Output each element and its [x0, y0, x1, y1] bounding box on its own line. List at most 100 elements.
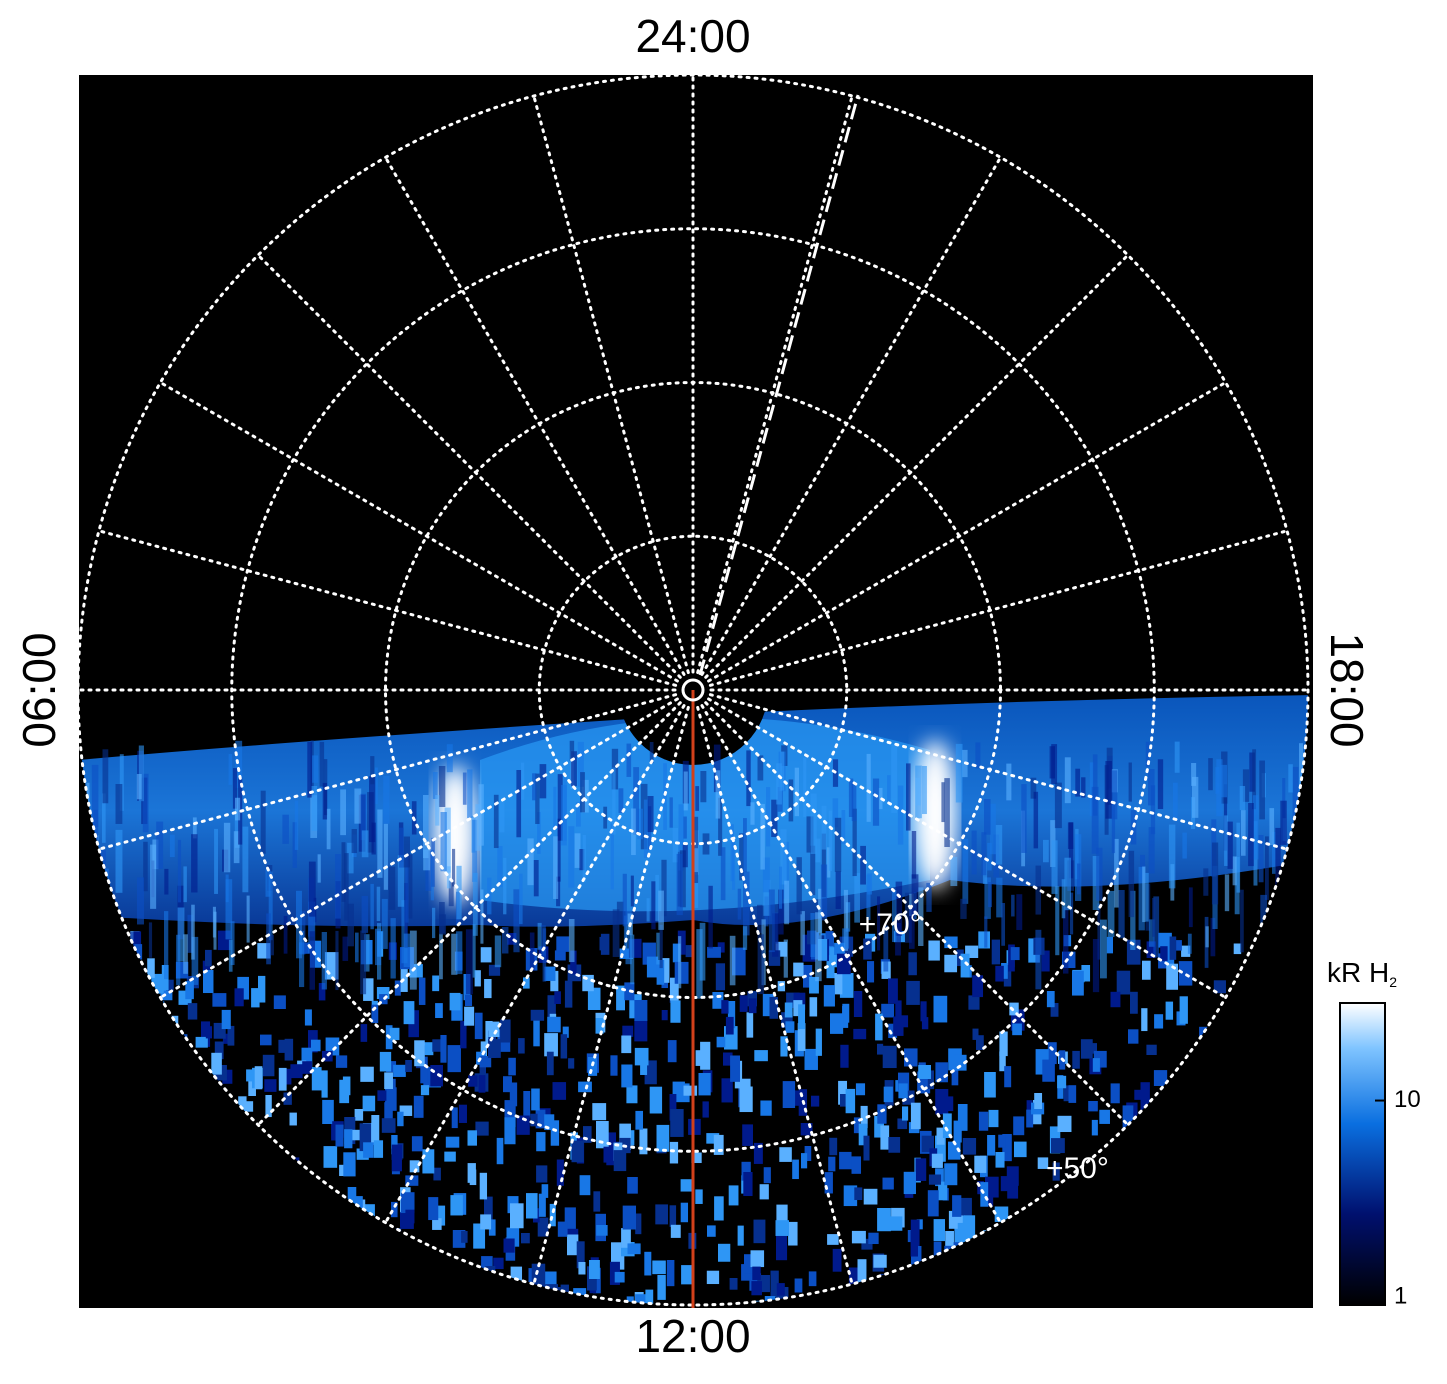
emission-pixel	[1012, 1023, 1022, 1036]
emission-pixel	[935, 1062, 948, 1083]
emission-pixel	[222, 1069, 233, 1084]
emission-pixel	[480, 1041, 487, 1059]
emission-pixel	[570, 950, 577, 975]
emission-pixel	[757, 904, 763, 934]
emission-pixel	[698, 1073, 711, 1096]
emission-pixel	[730, 824, 734, 882]
emission-pixel	[832, 1248, 842, 1272]
emission-pixel	[759, 1184, 769, 1200]
emission-pixel	[554, 950, 566, 961]
emission-pixel	[951, 1069, 959, 1086]
emission-pixel	[863, 1188, 878, 1205]
emission-pixel	[156, 821, 164, 869]
emission-pixel	[351, 829, 357, 854]
emission-pixel	[644, 1060, 657, 1085]
emission-pixel	[809, 997, 818, 1017]
emission-pixel	[906, 980, 920, 1005]
emission-pixel	[576, 802, 581, 827]
emission-pixel	[510, 1203, 524, 1229]
emission-pixel	[449, 992, 461, 1011]
emission-pixel	[1153, 896, 1160, 958]
emission-pixel	[289, 1112, 297, 1126]
emission-pixel	[214, 1041, 224, 1060]
emission-pixel	[852, 808, 857, 877]
emission-pixel	[699, 922, 706, 981]
emission-pixel	[972, 975, 984, 998]
emission-pixel	[432, 1218, 442, 1230]
emission-pixel	[1035, 865, 1042, 915]
emission-pixel	[612, 909, 620, 957]
emission-pixel	[414, 1040, 425, 1067]
emission-pixel	[223, 822, 231, 873]
meridian-line	[704, 253, 1130, 679]
emission-pixel	[968, 995, 980, 1010]
emission-pixel	[1092, 856, 1100, 910]
emission-pixel	[510, 1266, 523, 1288]
emission-pixel	[335, 854, 341, 919]
emission-pixel	[820, 864, 828, 921]
emission-pixel	[739, 833, 744, 881]
emission-pixel	[612, 767, 616, 835]
emission-pixel	[657, 1275, 666, 1300]
emission-pixel	[1097, 903, 1101, 960]
emission-pixel	[783, 939, 788, 978]
emission-pixel	[772, 1308, 779, 1324]
emission-pixel	[627, 1177, 638, 1194]
meridian-line	[158, 697, 679, 999]
emission-pixel	[461, 1231, 468, 1243]
emission-pixel	[301, 1047, 313, 1074]
emission-pixel	[425, 850, 432, 891]
emission-pixel	[1057, 1115, 1072, 1133]
emission-pixel	[403, 933, 411, 967]
emission-pixel	[472, 819, 478, 882]
emission-pixel	[775, 1220, 789, 1236]
emission-pixel	[580, 772, 585, 813]
emission-pixel	[431, 837, 435, 887]
emission-pixel	[230, 921, 235, 966]
emission-pixel	[680, 1179, 693, 1192]
emission-pixel	[342, 1076, 351, 1096]
emission-pixel	[988, 882, 992, 908]
emission-pixel	[283, 915, 288, 954]
emission-pixel	[635, 1213, 642, 1235]
emission-pixel	[502, 927, 509, 954]
emission-pixel	[728, 1185, 739, 1206]
emission-pixel	[683, 771, 688, 811]
emission-pixel	[960, 898, 967, 919]
emission-pixel	[445, 1136, 460, 1148]
emission-pixel	[803, 965, 813, 988]
emission-pixel	[1063, 907, 1069, 974]
emission-pixel	[1011, 894, 1015, 917]
emission-pixel	[428, 1197, 439, 1221]
emission-pixel	[888, 978, 898, 1004]
emission-pixel	[1014, 1141, 1027, 1158]
emission-pixel	[260, 790, 266, 854]
emission-pixel	[360, 1066, 374, 1082]
emission-pixel	[1052, 1162, 1060, 1181]
emission-pixel	[115, 784, 123, 824]
emission-pixel	[672, 828, 679, 863]
emission-pixel	[1064, 857, 1072, 911]
emission-pixel	[877, 1208, 891, 1232]
emission-pixel	[915, 777, 921, 806]
emission-pixel	[1173, 782, 1178, 821]
emission-pixel	[861, 1238, 873, 1250]
emission-pixel	[1158, 953, 1171, 969]
emission-pixel	[874, 1115, 884, 1138]
meridian-line	[707, 381, 1228, 683]
emission-pixel	[1141, 1008, 1148, 1032]
emission-pixel	[999, 1051, 1006, 1072]
emission-pixel	[988, 1109, 999, 1128]
emission-pixel	[307, 742, 312, 798]
emission-pixel	[800, 1123, 813, 1136]
emission-pixel	[1136, 1308, 1148, 1326]
emission-pixel	[192, 817, 197, 839]
emission-pixel	[678, 804, 684, 871]
emission-pixel	[1192, 776, 1199, 818]
emission-pixel	[616, 901, 624, 924]
emission-pixel	[393, 1064, 406, 1077]
emission-pixel	[998, 1134, 1006, 1148]
emission-pixel	[858, 1123, 868, 1146]
emission-pixel	[1047, 1042, 1057, 1065]
